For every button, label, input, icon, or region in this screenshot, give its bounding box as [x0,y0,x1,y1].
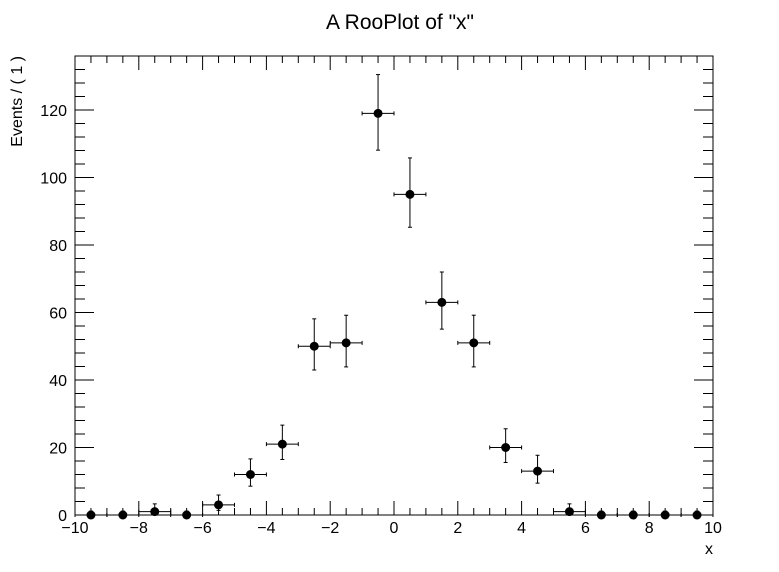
data-marker [341,338,351,348]
data-point [680,510,714,520]
data-marker [628,510,638,520]
x-tick-label: −6 [193,520,211,537]
x-tick-label: 10 [704,520,722,537]
data-marker [182,510,192,520]
x-tick-label: −8 [130,520,148,537]
x-axis: −10 −8 −6 −4 −2 0 2 4 6 8 10 [61,56,722,537]
x-tick-label: 8 [645,520,654,537]
chart-title: A RooPlot of "x" [326,11,474,34]
data-marker [277,439,287,449]
data-marker [596,510,606,520]
data-marker [150,507,160,517]
data-marker [373,108,383,118]
data-marker [245,470,255,479]
data-marker [437,297,447,307]
data-marker [309,341,319,351]
data-point [74,510,108,520]
y-tick-label: 100 [40,171,67,188]
data-marker [564,507,574,517]
data-point [616,510,650,520]
data-point [521,454,554,484]
data-marker [405,189,415,199]
data-marker [469,338,479,348]
data-point [457,314,491,368]
data-point [170,510,204,520]
y-tick-label: 20 [49,441,67,458]
y-tick-label: 60 [49,306,67,323]
data-point [584,510,618,520]
data-point [329,314,363,368]
data-marker [660,510,670,520]
data-point [361,74,395,151]
y-tick-label: 40 [49,373,67,390]
x-tick-label: 4 [517,520,526,537]
x-tick-label: −2 [321,520,339,537]
y-tick-label: 80 [49,238,67,255]
x-axis-label: x [705,541,713,558]
data-marker [533,466,543,476]
data-point [297,318,331,371]
data-point [106,510,140,520]
data-point [202,494,235,511]
data-point [138,503,172,517]
data-marker [214,500,224,510]
y-axis-label: Events / ( 1 ) [9,56,26,147]
data-marker [692,510,702,520]
data-point [648,510,682,520]
data-marker [118,510,128,520]
data-points [74,74,714,520]
data-point [265,424,299,460]
data-point [425,271,459,330]
data-point [393,157,427,228]
data-marker [86,510,96,520]
data-point [489,428,523,463]
x-tick-label: 0 [390,520,399,537]
y-tick-label: 120 [40,103,67,120]
y-tick-label: 0 [58,508,67,525]
x-tick-label: −10 [61,520,88,537]
x-tick-label: 2 [453,520,462,537]
data-point [553,503,586,517]
plot-frame [74,55,714,516]
data-marker [501,443,511,452]
y-axis: 0 20 40 60 80 100 120 [40,55,713,525]
x-tick-label: −4 [257,520,275,537]
x-tick-label: 6 [581,520,590,537]
data-point [234,458,267,487]
